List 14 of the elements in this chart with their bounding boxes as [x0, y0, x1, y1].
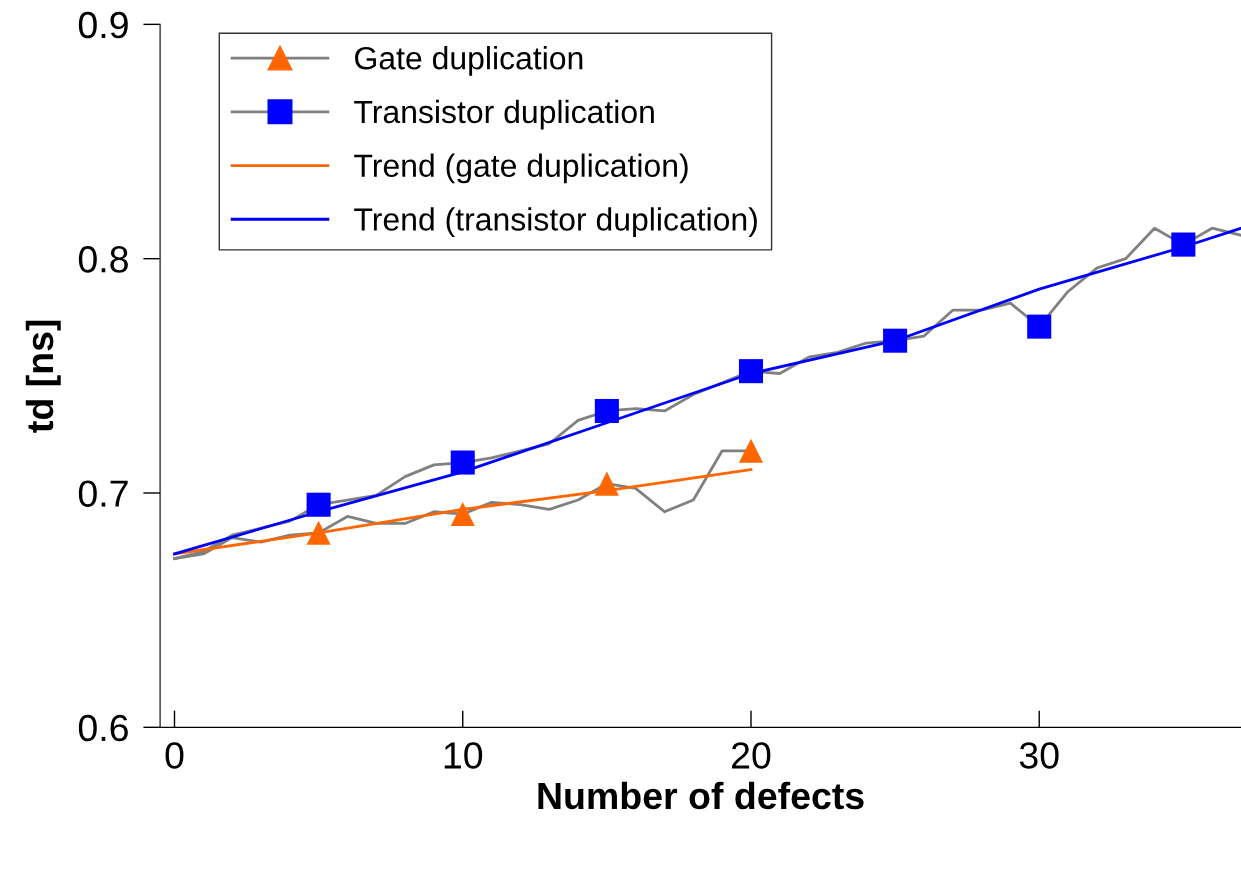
- y-tick-label: 0.7: [78, 480, 128, 507]
- y-tick-label: 0.8: [78, 246, 128, 273]
- x-tick-label: 10: [444, 742, 483, 769]
- y-tick-label: 0.6: [78, 714, 128, 742]
- x-tick-label: 20: [732, 742, 771, 769]
- legend-label: Trend (transistor duplication): [354, 207, 757, 238]
- x-tick-label: 0: [165, 742, 184, 769]
- legend-label: Trend (gate duplication): [354, 153, 688, 184]
- legend-label: Gate duplication: [355, 46, 583, 76]
- legend-label: Transistor duplication: [354, 99, 654, 130]
- x-tick-label: 30: [1019, 742, 1059, 769]
- y-tick-label: 0.9: [78, 11, 128, 39]
- x-axis-title: Number of defects: [538, 781, 864, 810]
- y-axis-title: td [ns]: [25, 320, 61, 433]
